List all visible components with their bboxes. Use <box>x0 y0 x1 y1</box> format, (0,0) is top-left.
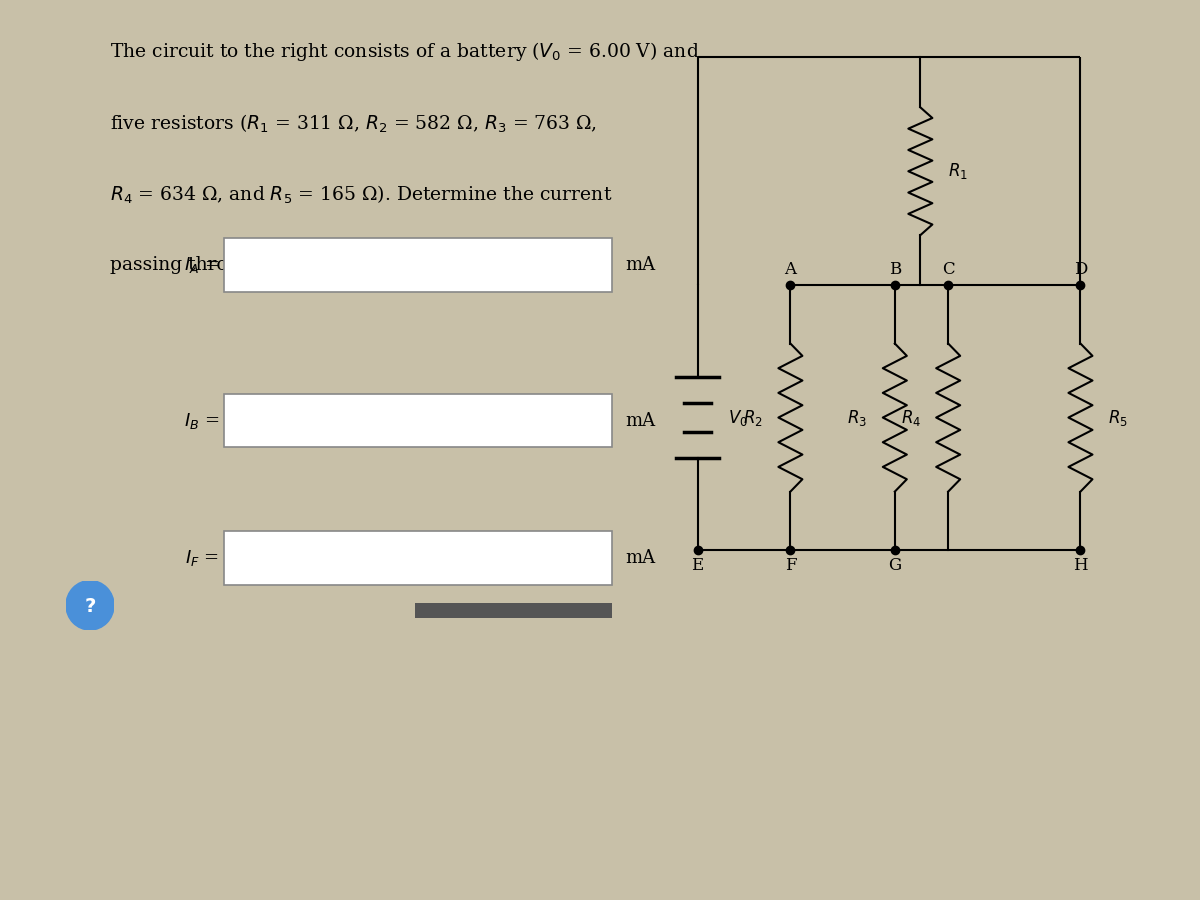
Text: $V_0$: $V_0$ <box>728 408 748 427</box>
Text: The circuit to the right consists of a battery ($V_0$ = 6.00 V) and: The circuit to the right consists of a b… <box>109 40 700 64</box>
Text: $I_F$ =: $I_F$ = <box>185 548 218 568</box>
Text: mA: mA <box>625 411 655 429</box>
Text: passing through each of the specified points.: passing through each of the specified po… <box>109 256 535 274</box>
FancyBboxPatch shape <box>224 393 612 447</box>
Text: C: C <box>942 261 954 278</box>
Text: D: D <box>1074 261 1087 278</box>
Text: $I_A$ =: $I_A$ = <box>184 255 218 274</box>
Text: E: E <box>691 557 703 574</box>
Text: $R_4$ = 634 Ω, and $R_5$ = 165 Ω). Determine the current: $R_4$ = 634 Ω, and $R_5$ = 165 Ω). Deter… <box>109 184 612 206</box>
Text: $R_1$: $R_1$ <box>948 161 967 181</box>
Circle shape <box>66 580 114 630</box>
Text: $R_4$: $R_4$ <box>901 408 920 427</box>
Text: B: B <box>889 261 901 278</box>
Text: $R_5$: $R_5$ <box>1108 408 1128 427</box>
Text: $R_2$: $R_2$ <box>743 408 763 427</box>
Text: five resistors ($R_1$ = 311 Ω, $R_2$ = 582 Ω, $R_3$ = 763 Ω,: five resistors ($R_1$ = 311 Ω, $R_2$ = 5… <box>109 112 596 135</box>
FancyBboxPatch shape <box>224 238 612 292</box>
Text: $R_3$: $R_3$ <box>847 408 868 427</box>
Text: ?: ? <box>84 597 96 616</box>
Text: H: H <box>1073 557 1087 574</box>
Text: G: G <box>888 557 901 574</box>
Text: F: F <box>785 557 797 574</box>
Text: $I_B$ =: $I_B$ = <box>184 410 218 430</box>
Text: A: A <box>785 261 797 278</box>
Text: mA: mA <box>625 549 655 567</box>
FancyBboxPatch shape <box>224 531 612 585</box>
Text: mA: mA <box>625 256 655 274</box>
Bar <box>415 603 612 618</box>
